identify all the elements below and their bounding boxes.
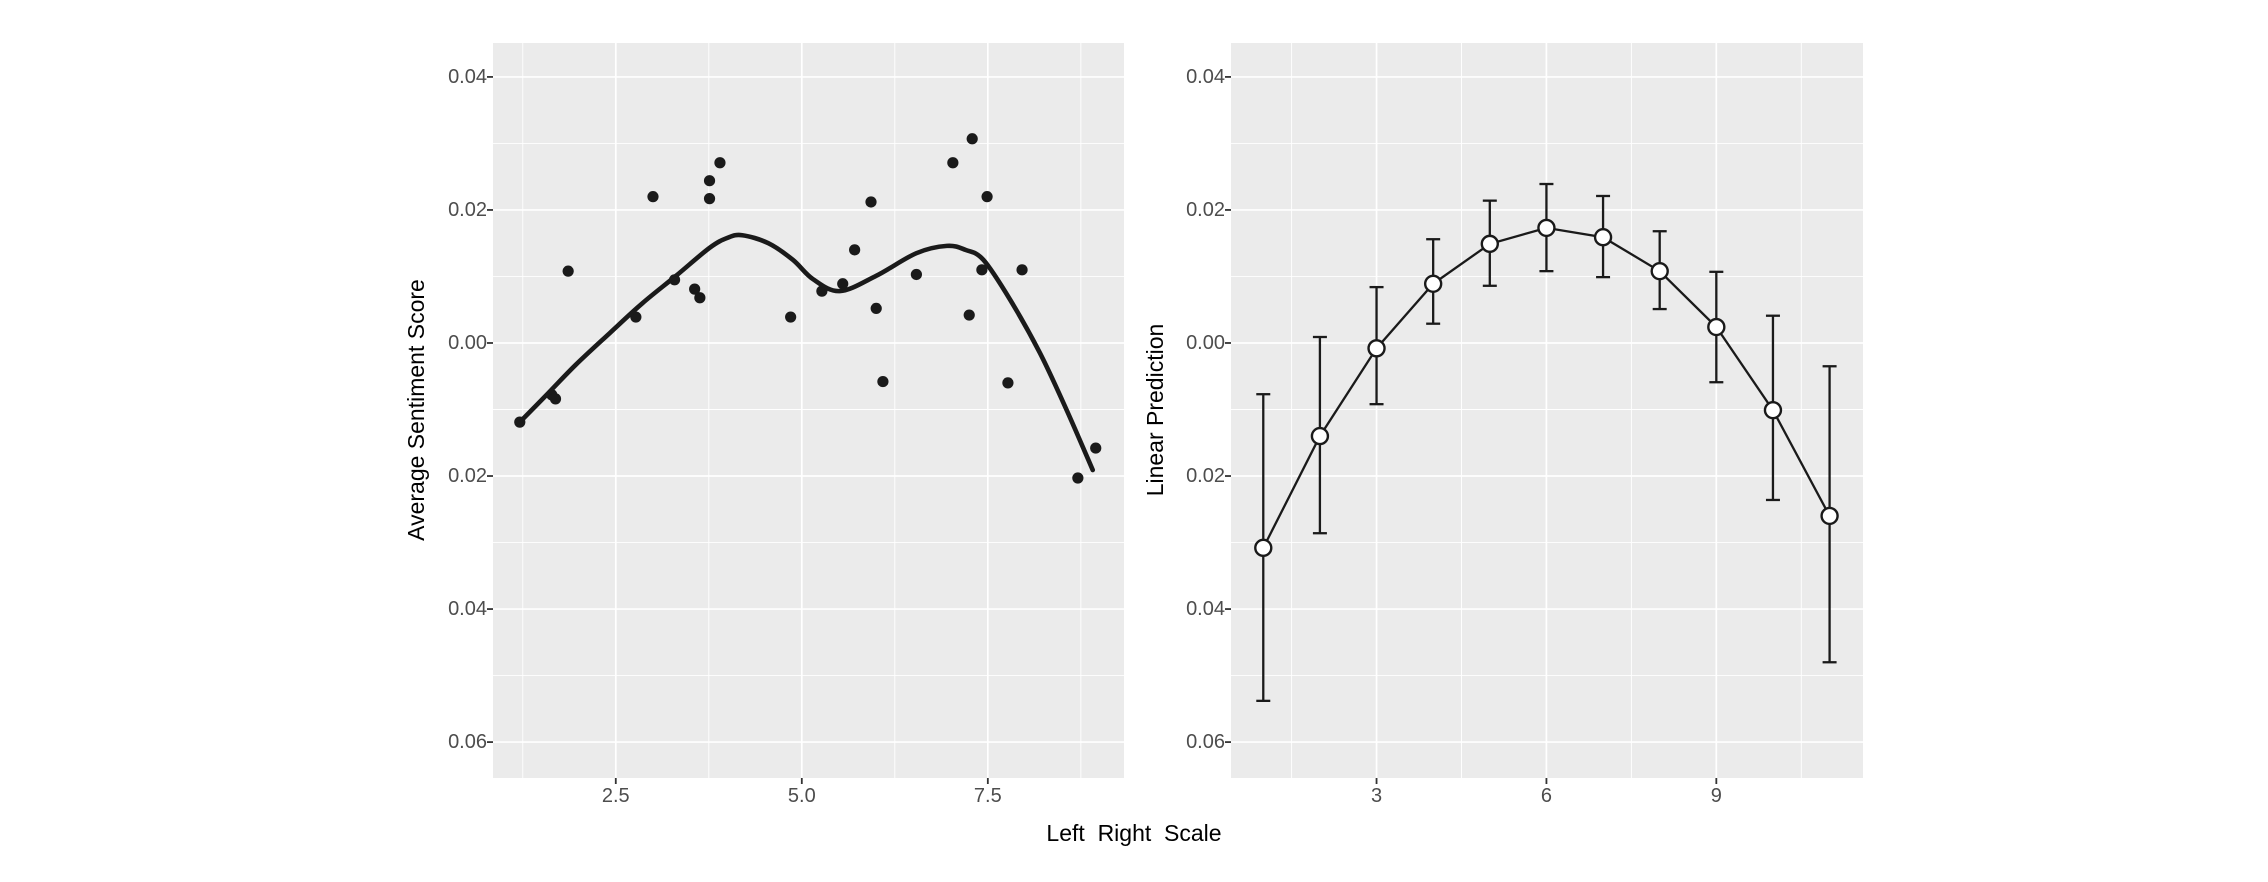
scatter-point	[963, 309, 975, 321]
scatter-point	[865, 196, 877, 208]
scatter-point	[947, 157, 959, 169]
y-axis-title-average-sentiment-scatter: Average Sentiment Score	[403, 279, 429, 541]
data-point-marker	[1310, 426, 1330, 446]
data-point-marker	[1423, 274, 1443, 293]
x-tick-label: 5.0	[787, 785, 816, 807]
data-point-marker	[1763, 400, 1783, 420]
y-tick-label: 0.06	[1186, 731, 1225, 754]
y-tick-label: 0.02	[1186, 198, 1225, 221]
scatter-point	[981, 191, 993, 203]
scatter-point	[694, 292, 706, 304]
scatter-point	[877, 375, 889, 388]
scatter-point	[703, 193, 716, 205]
scatter-point	[966, 133, 978, 145]
scatter-point	[1016, 264, 1028, 276]
data-point-marker	[1593, 228, 1613, 247]
y-tick-label: 0.00	[1186, 331, 1225, 354]
panel-background-average-sentiment-scatter	[493, 43, 1124, 778]
y-tick-label: 0.04	[448, 65, 487, 88]
scatter-point	[870, 302, 882, 314]
x-tick-label: 9	[1710, 785, 1722, 807]
scatter-point	[1072, 472, 1084, 484]
scatter-point	[910, 268, 922, 281]
data-point-marker	[1367, 339, 1386, 358]
x-axis-title: Left Right Scale	[1046, 820, 1222, 846]
scatter-point	[714, 157, 726, 169]
x-tick-label: 2.5	[601, 785, 630, 807]
scatter-point	[562, 265, 574, 277]
data-point-marker	[1820, 506, 1839, 526]
scatter-point	[837, 278, 849, 290]
y-tick-label: 0.06	[448, 731, 487, 754]
y-tick-label: 0.04	[1186, 65, 1225, 88]
y-tick-label: 0.02	[448, 198, 487, 221]
scatter-point	[849, 244, 861, 256]
scatter-point	[785, 311, 797, 323]
data-point-marker	[1537, 218, 1556, 238]
x-tick-label: 3	[1370, 785, 1383, 807]
data-point-marker	[1650, 261, 1669, 281]
scatter-point	[976, 264, 988, 276]
scatter-point	[703, 175, 716, 187]
smooth-curve	[517, 232, 1096, 473]
y-tick-label: 0.02	[1186, 465, 1225, 488]
data-point-marker	[1254, 538, 1273, 558]
data-point-marker	[1707, 317, 1726, 337]
scatter-point	[549, 393, 562, 405]
y-tick-label: 0.02	[448, 465, 487, 488]
x-tick-label: 6	[1540, 785, 1552, 807]
y-axis-title-linear-prediction: Linear Prediction	[1142, 323, 1168, 497]
y-tick-label: 0.00	[448, 331, 487, 354]
data-point-marker	[1480, 234, 1500, 254]
scatter-point	[1002, 377, 1014, 389]
x-tick-label: 7.5	[973, 785, 1002, 807]
scatter-point	[647, 191, 659, 203]
scatter-point	[689, 283, 701, 295]
y-tick-label: 0.04	[448, 598, 487, 621]
y-tick-label: 0.04	[1186, 598, 1225, 621]
scatter-point	[1090, 442, 1102, 454]
